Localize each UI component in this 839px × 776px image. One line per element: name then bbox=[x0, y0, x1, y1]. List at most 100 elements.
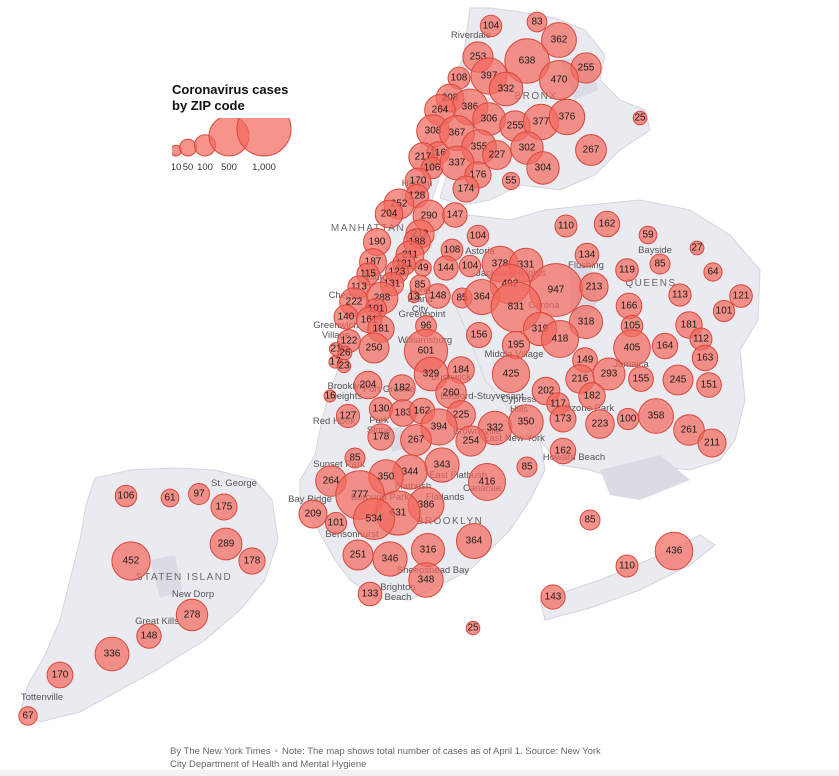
zip-case-count: 222 bbox=[346, 297, 363, 308]
zip-case-count: 166 bbox=[621, 301, 638, 312]
zip-case-count: 119 bbox=[619, 265, 635, 276]
nyc-zip-map: RiverdaleHarlemMidtownChelseaGreenwichVi… bbox=[18, 7, 761, 726]
zip-bubble bbox=[654, 531, 694, 571]
zip-case-count: 155 bbox=[633, 374, 650, 385]
zip-case-count: 831 bbox=[508, 302, 525, 313]
zip-bubble bbox=[673, 414, 705, 446]
legend-tick-label: 100 bbox=[197, 162, 213, 173]
footer-note-line1: Note: The map shows total number of case… bbox=[282, 746, 601, 757]
zip-case-count: 350 bbox=[378, 472, 395, 483]
zip-case-count: 85 bbox=[414, 280, 426, 291]
zip-case-count: 638 bbox=[519, 56, 536, 67]
zip-case-count: 161 bbox=[361, 315, 378, 326]
zip-case-count: 304 bbox=[535, 163, 552, 174]
zip-case-count: 204 bbox=[360, 380, 377, 391]
zip-case-count: 108 bbox=[451, 73, 468, 84]
zip-case-count: 378 bbox=[492, 259, 509, 270]
zip-case-count: 329 bbox=[423, 369, 440, 380]
zip-bubble bbox=[465, 620, 481, 636]
place-label: Bensonhurst bbox=[325, 529, 379, 540]
zip-case-count: 344 bbox=[402, 467, 419, 478]
zip-case-count: 362 bbox=[551, 35, 568, 46]
zip-bubble bbox=[541, 22, 577, 58]
zip-case-count: 376 bbox=[559, 112, 576, 123]
zip-bubble bbox=[569, 305, 603, 339]
zip-case-count: 204 bbox=[381, 209, 398, 220]
zip-case-count: 121 bbox=[733, 291, 750, 302]
zip-case-count: 163 bbox=[697, 353, 714, 364]
zip-case-count: 293 bbox=[601, 369, 618, 380]
borough-label: STATEN ISLAND bbox=[136, 572, 232, 583]
zip-case-count: 348 bbox=[418, 575, 435, 586]
zip-case-count: 302 bbox=[519, 143, 536, 154]
zip-case-count: 101 bbox=[716, 306, 733, 317]
zip-case-count: 318 bbox=[578, 317, 595, 328]
zip-case-count: 181 bbox=[373, 324, 390, 335]
zip-case-count: 115 bbox=[360, 269, 376, 280]
zip-case-count: 17 bbox=[329, 357, 341, 368]
zip-case-count: 83 bbox=[531, 17, 543, 28]
zip-case-count: 397 bbox=[481, 71, 498, 82]
zip-case-count: 85 bbox=[349, 453, 361, 464]
legend: Coronavirus cases by ZIP code 10 50 100 500… bbox=[172, 82, 322, 180]
legend-title-line1: Coronavirus cases bbox=[172, 82, 289, 97]
zip-case-count: 100 bbox=[620, 414, 637, 425]
zip-bubble bbox=[408, 562, 444, 598]
zip-bubble bbox=[374, 199, 404, 229]
zip-case-count: 184 bbox=[453, 365, 470, 376]
case-bubbles: 1048336263825325547010839733220838626430… bbox=[18, 11, 753, 726]
zip-case-count: 337 bbox=[449, 158, 466, 169]
zip-case-count: 336 bbox=[104, 649, 121, 660]
zip-bubble bbox=[516, 456, 538, 478]
legend-title-line2: by ZIP code bbox=[172, 98, 245, 113]
zip-bubble bbox=[729, 284, 753, 308]
zip-bubble bbox=[526, 11, 548, 33]
zip-case-count: 416 bbox=[479, 477, 496, 488]
zip-case-count: 332 bbox=[498, 84, 515, 95]
zip-bubble bbox=[324, 511, 348, 535]
place-label: Brooklyn Heights bbox=[328, 381, 365, 402]
zip-case-count: 355 bbox=[471, 142, 488, 153]
zip-bubble bbox=[579, 272, 609, 302]
zip-bubble bbox=[697, 428, 727, 458]
zip-case-count: 55 bbox=[505, 176, 517, 187]
zip-case-count: 223 bbox=[592, 419, 609, 430]
zip-bubble bbox=[579, 509, 601, 531]
footer-note-line2: City Department of Health and Mental Hyg… bbox=[170, 759, 367, 770]
zip-case-count: 64 bbox=[707, 267, 719, 278]
zip-bubble bbox=[526, 151, 560, 185]
zip-bubble bbox=[409, 274, 431, 296]
zip-case-count: 202 bbox=[538, 386, 555, 397]
zip-case-count: 25 bbox=[467, 623, 479, 634]
zip-case-count: 245 bbox=[670, 375, 687, 386]
zip-bubble bbox=[575, 134, 607, 166]
zip-bubble bbox=[482, 140, 512, 170]
zip-case-count: 178 bbox=[244, 556, 261, 567]
zip-bubble bbox=[335, 403, 361, 429]
zip-bubble bbox=[298, 499, 328, 529]
zip-bubble bbox=[638, 225, 658, 245]
place-label: Riverdale bbox=[451, 30, 491, 41]
zip-bubble bbox=[649, 253, 671, 275]
zip-bubble bbox=[210, 493, 238, 521]
zip-case-count: 133 bbox=[362, 589, 379, 600]
zip-case-count: 251 bbox=[350, 550, 367, 561]
zip-bubble bbox=[458, 254, 482, 278]
zip-bubble bbox=[353, 498, 395, 540]
zip-case-count: 106 bbox=[424, 163, 441, 174]
zip-case-count: 288 bbox=[374, 293, 391, 304]
zip-case-count: 21 bbox=[330, 344, 342, 355]
zip-case-count: 149 bbox=[577, 355, 594, 366]
zip-case-count: 130 bbox=[373, 404, 390, 415]
zip-bubble bbox=[358, 332, 390, 364]
zip-case-count: 306 bbox=[481, 114, 498, 125]
zip-case-count: 418 bbox=[552, 334, 569, 345]
zip-case-count: 85 bbox=[584, 515, 596, 526]
zip-case-count: 170 bbox=[52, 670, 69, 681]
zip-case-count: 96 bbox=[420, 321, 432, 332]
legend-tick-label: 50 bbox=[183, 162, 194, 173]
legend-tick-label: 1,000 bbox=[252, 162, 276, 173]
zip-bubble bbox=[549, 405, 577, 433]
legend-circle bbox=[179, 138, 197, 157]
zip-case-count: 116 bbox=[430, 148, 446, 159]
